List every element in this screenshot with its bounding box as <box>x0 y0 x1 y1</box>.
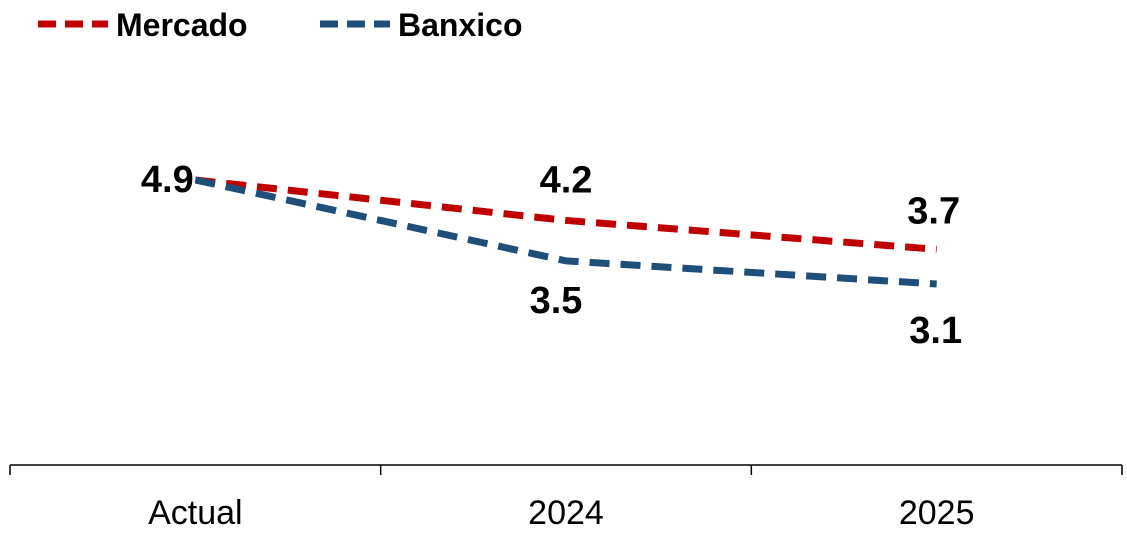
plot-area <box>194 176 937 288</box>
data-labels: 4.9 4.2 3.7 3.5 3.1 <box>141 159 962 352</box>
data-label-mercado: 4.2 <box>540 159 593 201</box>
x-tick-label: 2024 <box>528 494 604 532</box>
legend: Mercado Banxico <box>38 7 522 43</box>
data-label-banxico: 3.5 <box>530 280 583 322</box>
x-axis: Actual 2024 2025 <box>9 464 1123 532</box>
series-line-mercado <box>194 176 937 253</box>
legend-label-mercado: Mercado <box>116 7 248 43</box>
legend-label-banxico: Banxico <box>398 7 522 43</box>
data-label-mercado: 3.7 <box>907 190 960 232</box>
series-line-banxico <box>194 176 937 288</box>
data-label-mercado: 4.9 <box>141 159 194 201</box>
x-tick-label: Actual <box>148 494 243 532</box>
x-tick-label: 2025 <box>899 494 975 532</box>
data-label-banxico: 3.1 <box>909 310 962 352</box>
